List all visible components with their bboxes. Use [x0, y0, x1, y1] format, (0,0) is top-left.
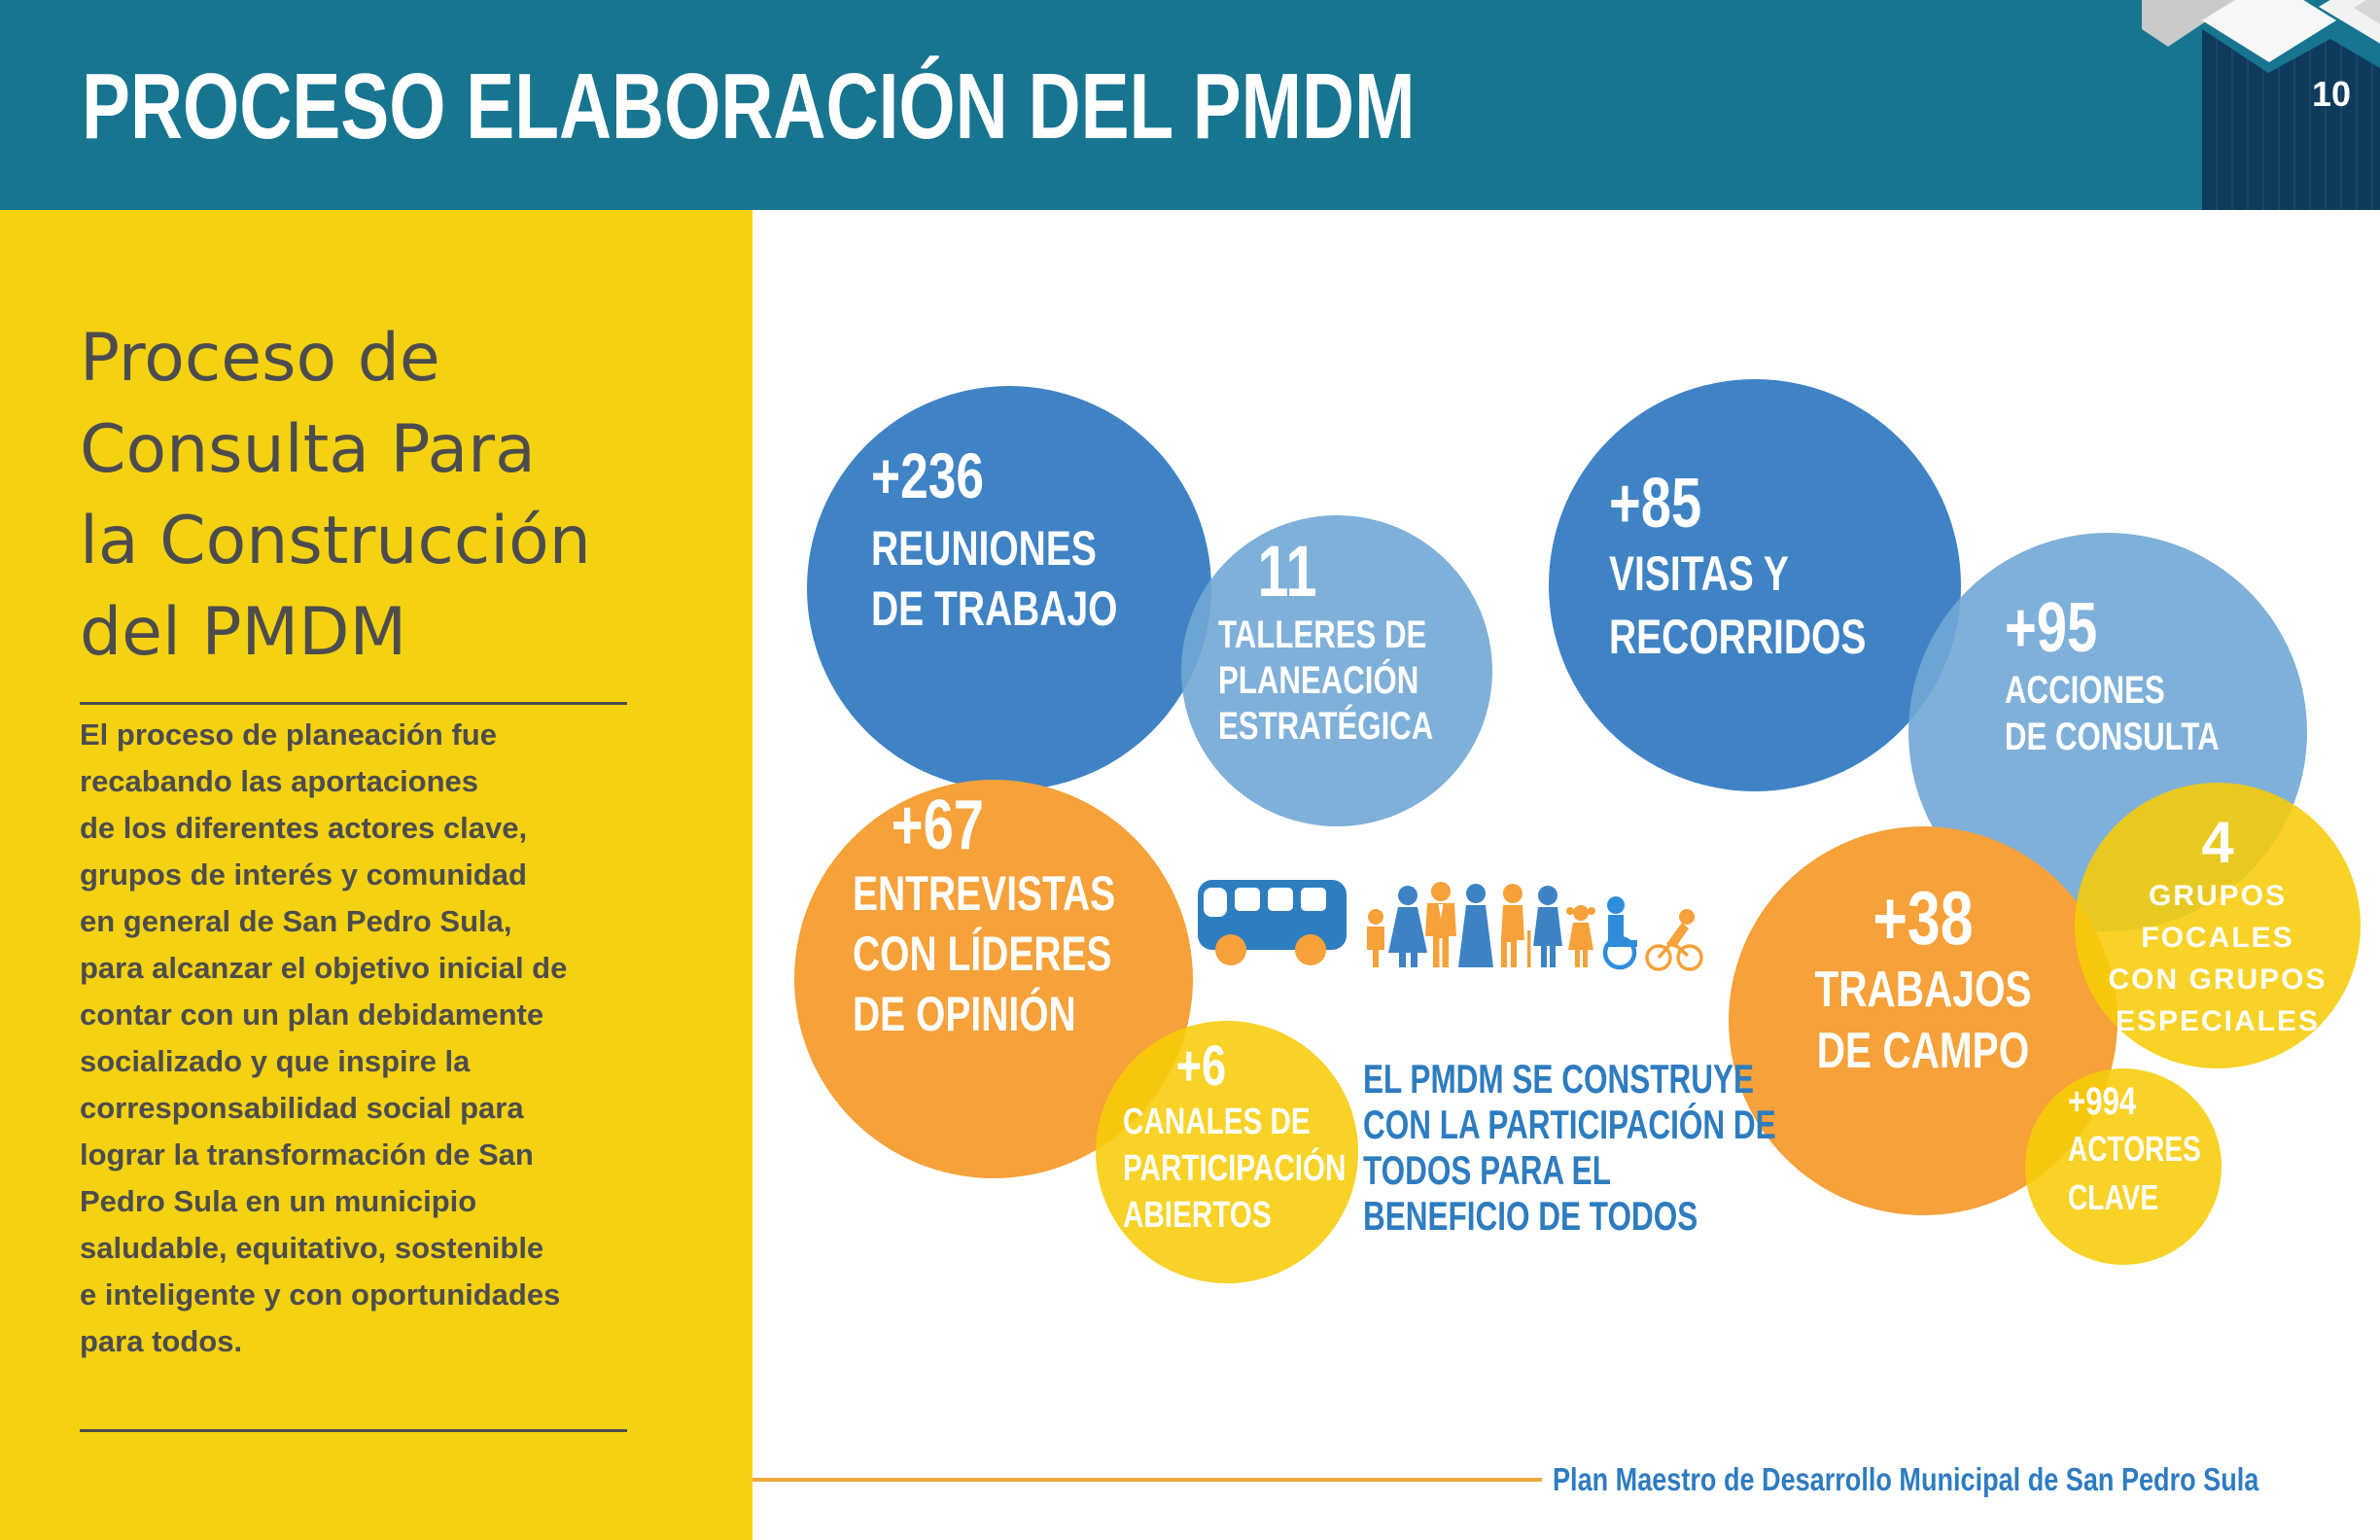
footer-text-inner: Plan Maestro de Desarrollo Municipal de … [1553, 1461, 2259, 1497]
stat-label-line: ESPECIALES [2115, 1005, 2321, 1037]
stat-value: 4 [2201, 810, 2234, 875]
stat-value: +994 [2068, 1080, 2137, 1123]
paragraph-line: lograr la transformación de San [80, 1138, 534, 1172]
paragraph-line: de los diferentes actores clave, [80, 811, 528, 845]
girl-icon [1566, 905, 1595, 967]
stat-label-line: DE CAMPO [1816, 1023, 2030, 1079]
page-title: PROCESO ELABORACIÓN DEL PMDM [82, 56, 1791, 158]
stat-bubble-grupos-focales: 4 GRUPOS FOCALES CON GRUPOS ESPECIALES [2075, 783, 2361, 1068]
page-title-text: PROCESO ELABORACIÓN DEL PMDM [82, 54, 1416, 158]
pregnant-woman-icon [1388, 886, 1427, 967]
child-icon [1367, 909, 1384, 967]
cyclist-icon [1645, 909, 1703, 971]
sidebar: Proceso de Consulta Para la Construcción… [0, 210, 752, 1540]
bus-icon [1198, 880, 1347, 965]
center-message-line: CON LA PARTICIPACIÓN DE [1363, 1102, 1776, 1147]
paragraph-line: Pedro Sula en un municipio [80, 1184, 477, 1218]
sidebar-heading-line: la Construcción [80, 503, 591, 579]
sidebar-heading-line: Proceso de [80, 320, 440, 397]
stat-label-line: ACTORES [2068, 1129, 2201, 1169]
corner-decoration: 10 [2142, 0, 2380, 210]
stat-label-line: TALLERES DE [1218, 613, 1427, 656]
stat-bubble-visitas-recorridos: +85 VISITAS Y RECORRIDOS [1549, 379, 1961, 791]
center-message-line: BENEFICIO DE TODOS [1363, 1193, 1698, 1239]
paragraph-line: El proceso de planeación fue [80, 718, 497, 752]
stat-label-line: ABIERTOS [1123, 1195, 1272, 1236]
paragraph-line: contar con un plan debidamente [80, 998, 544, 1032]
stat-label-line: CANALES DE [1123, 1102, 1311, 1142]
stat-label-line: ESTRATÉGICA [1218, 705, 1434, 748]
stat-value: 11 [1257, 531, 1317, 612]
footer-divider [752, 1478, 1542, 1482]
stat-label-line: PARTICIPACIÓN [1123, 1148, 1347, 1189]
sidebar-heading-line: Consulta Para [80, 411, 536, 488]
stat-label-line: CLAVE [2068, 1177, 2159, 1217]
wheelchair-user-icon [1602, 896, 1637, 970]
stat-label-line: DE TRABAJO [871, 581, 1118, 636]
stat-label-line: DE CONSULTA [2005, 716, 2220, 758]
stat-label-line: GRUPOS [2148, 880, 2288, 912]
stat-label-line: FOCALES [2141, 922, 2294, 954]
paragraph-line: recabando las aportaciones [80, 764, 479, 798]
stat-value: +95 [2005, 589, 2098, 667]
stat-label-line: VISITAS Y [1609, 546, 1789, 601]
elderly-man-with-cane-icon [1501, 884, 1531, 967]
stat-label-line: ACCIONES [2005, 669, 2165, 712]
center-message: EL PMDM SE CONSTRUYE CON LA PARTICIPACIÓ… [1363, 1056, 1913, 1239]
header-bar: PROCESO ELABORACIÓN DEL PMDM 10 [0, 0, 2380, 210]
paragraph-line: para alcanzar el objetivo inicial de [80, 951, 568, 985]
divider [80, 702, 627, 705]
footer-text: Plan Maestro de Desarrollo Municipal de … [1553, 1460, 2380, 1499]
page-number: 10 [2311, 74, 2351, 114]
stat-value: +236 [871, 439, 984, 511]
paragraph-line: e inteligente y con oportunidades [80, 1278, 561, 1312]
paragraph-line: para todos. [80, 1324, 243, 1358]
sidebar-heading-line: del PMDM [80, 594, 407, 671]
stat-value: +85 [1609, 465, 1702, 542]
sidebar-paragraph: El proceso de planeación fue recabando l… [80, 712, 567, 1365]
stat-label-line: DE OPINIÓN [853, 987, 1076, 1041]
citizens-icons-row [1196, 860, 1711, 982]
sidebar-heading: Proceso de Consulta Para la Construcción… [80, 313, 591, 679]
paragraph-line: saludable, equitativo, sostenible [80, 1231, 544, 1265]
divider [80, 1429, 627, 1432]
paragraph-line: socializado y que inspire la [80, 1044, 471, 1078]
stat-label-line: ENTREVISTAS [853, 866, 1116, 921]
woman-skirt-icon [1533, 886, 1562, 967]
center-message-line: EL PMDM SE CONSTRUYE [1363, 1056, 1754, 1102]
stat-bubble-actores-clave: +994 ACTORES CLAVE [2025, 1068, 2222, 1265]
stat-bubble-canales-participacion: +6 CANALES DE PARTICIPACIÓN ABIERTOS [1096, 1021, 1358, 1283]
stat-bubble-reuniones-de-trabajo: +236 REUNIONES DE TRABAJO [807, 386, 1211, 790]
stat-label-line: PLANEACIÓN [1218, 659, 1419, 702]
stat-label-line: RECORRIDOS [1609, 610, 1867, 664]
stat-label-line: TRABAJOS [1814, 962, 2032, 1018]
stat-value: +67 [891, 787, 985, 864]
stat-label-line: CON GRUPOS [2108, 963, 2328, 996]
stat-label-line: CON LÍDERES [853, 927, 1112, 981]
stat-bubble-talleres-planeacion: 11 TALLERES DE PLANEACIÓN ESTRATÉGICA [1181, 515, 1492, 826]
stat-value: +6 [1175, 1034, 1227, 1098]
stat-value: +38 [1872, 875, 1974, 961]
stat-label-line: REUNIONES [871, 521, 1097, 576]
man-with-tie-icon [1425, 882, 1456, 967]
paragraph-line: en general de San Pedro Sula, [80, 904, 512, 938]
woman-icon [1458, 884, 1493, 967]
center-message-line: TODOS PARA EL [1363, 1147, 1611, 1193]
paragraph-line: corresponsabilidad social para [80, 1091, 524, 1125]
paragraph-line: grupos de interés y comunidad [80, 858, 527, 892]
